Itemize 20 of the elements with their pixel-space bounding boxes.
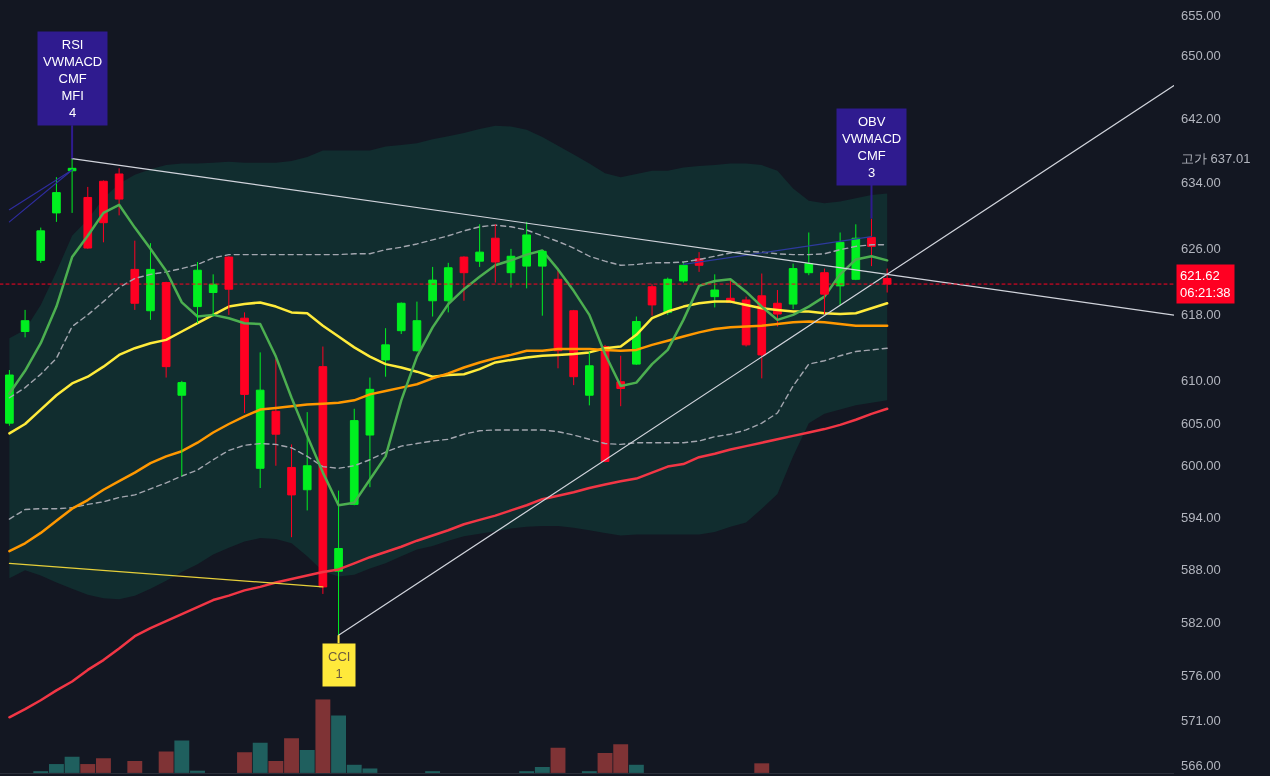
y-tick-label: 655.00 xyxy=(1181,8,1221,24)
y-tick-label: 566.00 xyxy=(1181,757,1221,773)
y-tick-label: 650.00 xyxy=(1181,47,1221,63)
annotation: OBV VWMACD CMF 3 xyxy=(842,114,902,180)
y-tick-label: 626.00 xyxy=(1181,240,1221,256)
annotation: RSI VWMACD CMF MFI 4 xyxy=(43,37,103,120)
y-tick-label: 576.00 xyxy=(1181,667,1221,683)
y-tick-label: 634.00 xyxy=(1181,175,1221,191)
y-tick-label: 610.00 xyxy=(1181,373,1221,389)
y-tick-label: 594.00 xyxy=(1181,509,1221,525)
y-tick-label: 588.00 xyxy=(1181,561,1221,577)
y-tick-label: 600.00 xyxy=(1181,458,1221,474)
y-tick-label: 582.00 xyxy=(1181,614,1221,630)
y-tick-label: 571.00 xyxy=(1181,712,1221,728)
y-tick-label: 618.00 xyxy=(1181,306,1221,322)
annotation: CCI 1 xyxy=(328,649,351,681)
y-tick-label: 고가 637.01 xyxy=(1181,151,1251,167)
y-tick-label: 605.00 xyxy=(1181,415,1221,431)
ref-line-label: 621.62 06:21:38 xyxy=(1180,268,1231,300)
y-tick-label: 642.00 xyxy=(1181,111,1221,127)
